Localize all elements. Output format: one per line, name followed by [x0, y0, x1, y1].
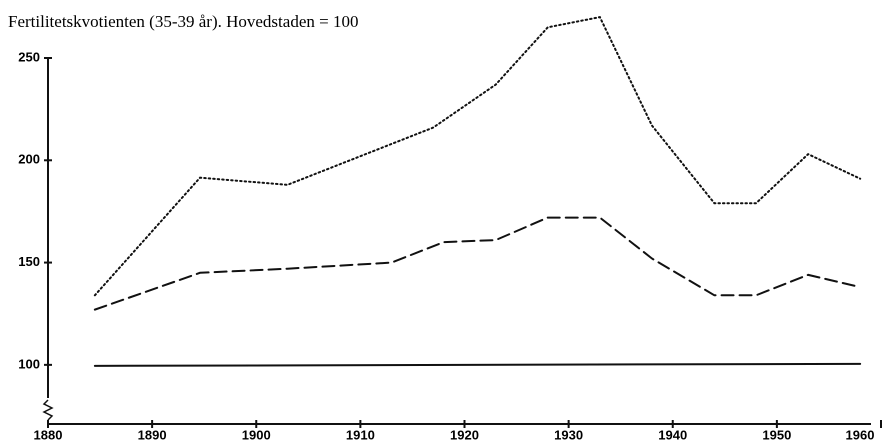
x-tick-label: 1950 — [762, 427, 791, 442]
axis-break — [42, 399, 54, 421]
x-tick-label: 1880 — [34, 427, 63, 442]
x-tick-label: 1910 — [346, 427, 375, 442]
x-tick-label: 1890 — [138, 427, 167, 442]
x-tick-label: 1930 — [554, 427, 583, 442]
x-tick-label: 1900 — [242, 427, 271, 442]
y-tick-label: 250 — [18, 49, 40, 64]
y-tick-label: 100 — [18, 356, 40, 371]
x-tick-label: 1960 — [846, 427, 875, 442]
chart-title: Fertilitetskvotienten (35-39 år). Hoveds… — [8, 12, 358, 31]
x-tick-label: 1940 — [658, 427, 687, 442]
line-series — [93, 216, 862, 311]
y-tick-label: 150 — [18, 254, 40, 269]
y-tick-label: 200 — [18, 152, 40, 167]
line-series — [93, 15, 862, 297]
line-series — [93, 362, 862, 367]
x-tick-label: 1920 — [450, 427, 479, 442]
